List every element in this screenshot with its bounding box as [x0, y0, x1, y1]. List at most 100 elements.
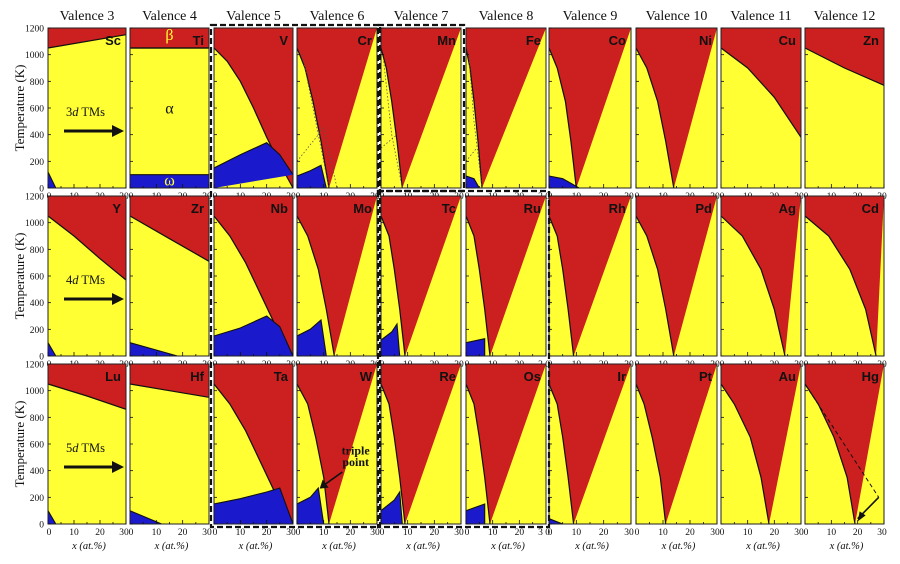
omega-region: [214, 488, 293, 524]
element-label: Ti: [193, 33, 204, 48]
triple-point-label-line2: point: [342, 455, 369, 469]
panel-zn: Zn0102030: [804, 27, 887, 202]
x-tick-label: 20: [599, 528, 609, 538]
beta-region: [130, 196, 209, 262]
x-axis-label: x (at.%): [154, 541, 189, 552]
metastable-line: [468, 54, 483, 189]
beta-boundary-line: [720, 383, 770, 525]
column-header-10: Valence 12: [814, 9, 876, 24]
x-tick-label: 10: [827, 528, 837, 538]
beta-boundary-line: [296, 383, 330, 525]
beta-region: [297, 28, 377, 188]
x-axis-label: x (at.%): [574, 541, 609, 552]
panel-co: Co0102030: [548, 27, 634, 202]
panel-cu: Cu0102030: [720, 27, 804, 202]
x-tick-label: 20: [262, 528, 272, 538]
omega-boundary-line: [548, 518, 563, 525]
x-tick-label: 10: [319, 528, 329, 538]
y-tick-label: 200: [30, 494, 45, 504]
element-label: Y: [112, 201, 121, 216]
beta-region: [549, 364, 631, 524]
beta-region: [549, 28, 631, 188]
omega-boundary-line: [129, 342, 178, 357]
y-tick-label: 1200: [25, 361, 44, 371]
element-label: V: [279, 33, 288, 48]
column-header-1: Valence 3: [60, 9, 115, 24]
beta-boundary-line: [804, 215, 877, 357]
x-tick-label: 0: [720, 528, 725, 538]
x-tick-label: 10: [69, 528, 79, 538]
x-axis-label: x (at.%): [405, 541, 440, 552]
element-label: Tc: [442, 201, 456, 216]
x-tick-label: 20: [685, 528, 695, 538]
y-tick-label: 1200: [25, 193, 44, 203]
element-label: Ru: [524, 201, 541, 216]
beta-region: [130, 28, 209, 48]
y-tick-label: 400: [30, 467, 45, 477]
y-tick-label: 0: [39, 185, 44, 195]
beta-region: [805, 196, 884, 356]
beta-boundary-line: [47, 383, 127, 410]
dashed-guide-line: [804, 383, 880, 498]
panel-v: V0102030: [213, 27, 296, 202]
row-series-label-d: d: [72, 105, 79, 119]
element-label: Ag: [779, 201, 796, 216]
panel-re: Re 0 10 20 30 x (at.%): [380, 363, 464, 552]
beta-region: [636, 196, 717, 356]
beta-region: [48, 28, 126, 48]
column-header-2: Valence 4: [142, 9, 197, 24]
element-label: Cu: [779, 33, 796, 48]
panel-au: Au 0 10 20 30 x (at.%): [720, 363, 804, 552]
element-label: Rh: [609, 201, 626, 216]
omega-boundary-line: [47, 510, 57, 525]
beta-region: [130, 364, 209, 398]
omega-region: [466, 338, 485, 356]
panel-rh: Rh0102030: [548, 195, 634, 370]
panel-tc: Tc0102030: [380, 195, 464, 370]
x-tick-label: 10: [403, 528, 413, 538]
row-series-label-d: d: [72, 441, 79, 455]
element-label: Ni: [699, 33, 712, 48]
beta-boundary-line: [465, 47, 483, 189]
beta-boundary-line: [129, 215, 210, 262]
triple-point-arrow-shaft: [323, 471, 343, 486]
x-axis-label: x (at.%): [829, 541, 864, 552]
metastable-line: [465, 147, 478, 162]
column-header-6: Valence 8: [479, 9, 534, 24]
y-tick-label: 400: [30, 299, 45, 309]
row-arrow-head: [112, 461, 124, 473]
panel-cd: Cd0102030: [804, 195, 887, 370]
x-tick-label: 30: [370, 528, 380, 538]
y-tick-label: 1200: [25, 25, 44, 35]
element-label: Sc: [105, 33, 121, 48]
beta-boundary-line: [380, 215, 406, 357]
column-header-4: Valence 6: [310, 9, 365, 24]
x-tick-label: 0: [380, 528, 385, 538]
row-series-label-rest: TMs: [79, 273, 106, 287]
omega-boundary-line: [47, 342, 57, 357]
panel-os: Os 0 10 20 3 0 x (at.%): [465, 363, 550, 552]
element-label: Cr: [358, 33, 372, 48]
column-header-9: Valence 11: [730, 9, 791, 24]
row-series-label-number: 5: [66, 441, 72, 455]
column-header-5: Valence 7: [394, 9, 449, 24]
element-label: Mo: [353, 201, 372, 216]
element-label: Co: [609, 33, 626, 48]
x-tick-label: 10: [658, 528, 668, 538]
y-axis-label: Temperature (K): [12, 401, 27, 488]
y-tick-label: 1000: [25, 219, 44, 229]
x-tick-label: 10: [488, 528, 498, 538]
element-label: Au: [779, 369, 796, 384]
element-label: Pt: [699, 369, 713, 384]
element-label: Mn: [437, 33, 456, 48]
y-tick-label: 600: [30, 105, 45, 115]
y-axis-label: Temperature (K): [12, 65, 27, 152]
panel-ta: Ta 0 10 20 30 x (at.%): [213, 363, 296, 552]
x-axis-label: x (at.%): [321, 541, 356, 552]
x-axis-label: x (at.%): [490, 541, 525, 552]
beta-boundary-line: [129, 383, 210, 398]
element-label: Fe: [526, 33, 541, 48]
x-tick-label: 30: [710, 528, 720, 538]
x-tick-label: 20: [430, 528, 440, 538]
omega-region: [466, 176, 480, 188]
